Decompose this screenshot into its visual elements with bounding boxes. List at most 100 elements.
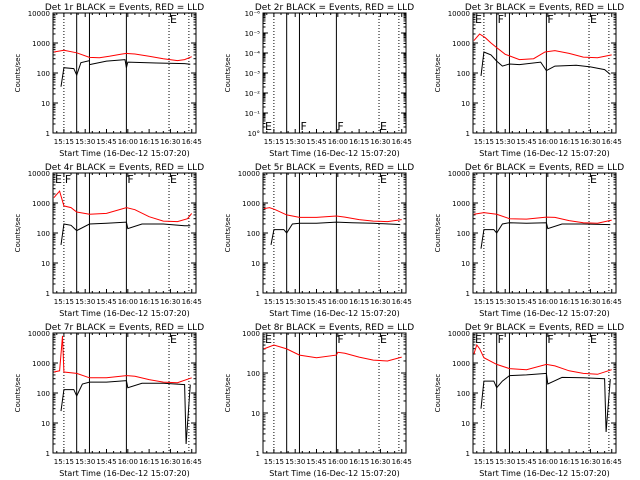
y-tick-label: 100 <box>247 230 260 238</box>
y-tick-label: 1 <box>466 130 470 138</box>
lld-series-line <box>473 212 612 224</box>
marker-label: F <box>337 333 343 346</box>
y-axis-label: Counts/sec <box>14 214 22 253</box>
y-tick-label: 1000 <box>452 40 470 48</box>
y-tick-label: 10000 <box>448 170 470 178</box>
x-tick-label: 15:30 <box>75 458 95 466</box>
x-tick-label: 15:30 <box>495 298 515 306</box>
detector-panel-5: Det 5r BLACK = Events, RED = LLD Start Ti… <box>224 163 414 318</box>
x-tick-label: 16:15 <box>349 138 369 146</box>
detector-panel-6: Det 6r BLACK = Events, RED = LLD Start Ti… <box>434 163 624 318</box>
y-tick-label: 10 <box>461 100 470 108</box>
x-axis-label: Start Time (16-Dec-12 15:07:20) <box>59 469 190 478</box>
y-axis-label: Counts/sec <box>434 374 442 413</box>
plot-frame <box>262 332 407 454</box>
y-tick-label: 10⁻⁶ <box>245 10 261 18</box>
y-axis-label: Counts/sec <box>224 214 232 253</box>
x-tick-label: 15:15 <box>474 458 494 466</box>
plot-frame <box>262 12 407 134</box>
x-tick-label: 15:15 <box>54 458 74 466</box>
x-tick-label: 16:00 <box>118 458 138 466</box>
x-tick-label: 15:45 <box>96 458 116 466</box>
x-tick-label: 16:00 <box>328 138 348 146</box>
x-tick-label: 15:15 <box>264 138 284 146</box>
x-tick-label: 16:30 <box>370 298 390 306</box>
events-series-line <box>60 221 191 245</box>
detector-panel-3: Det 3r BLACK = Events, RED = LLD Start Ti… <box>434 3 624 158</box>
y-tick-label: 1000 <box>242 200 260 208</box>
x-tick-label: 15:15 <box>264 298 284 306</box>
x-tick-label: 16:00 <box>118 298 138 306</box>
y-tick-label: 100 <box>247 370 260 378</box>
x-tick-label: 16:45 <box>602 458 622 466</box>
x-tick-label: 16:15 <box>139 138 159 146</box>
marker-label: E <box>475 13 482 26</box>
plot-frame <box>52 332 197 454</box>
marker-label: F <box>65 173 71 186</box>
marker-label: F <box>337 120 343 133</box>
lld-series-line <box>53 190 193 223</box>
x-tick-label: 15:45 <box>96 138 116 146</box>
lld-series-line <box>473 343 612 375</box>
x-tick-label: 15:30 <box>495 458 515 466</box>
y-axis-label: Counts/sec <box>224 374 232 413</box>
lld-series-line <box>473 33 612 61</box>
panel-title: Det 4r BLACK = Events, RED = LLD <box>45 163 204 173</box>
marker-label: F <box>498 13 504 26</box>
x-tick-label: 16:15 <box>559 298 579 306</box>
marker-label: E <box>170 13 177 26</box>
y-tick-label: 10000 <box>28 170 50 178</box>
y-tick-label: 10000 <box>448 330 470 338</box>
marker-label: E <box>170 173 177 186</box>
x-tick-label: 15:30 <box>75 138 95 146</box>
marker-label: E <box>475 333 482 346</box>
y-tick-label: 1 <box>46 290 50 298</box>
y-tick-label: 10⁻³ <box>245 70 261 78</box>
events-series-line <box>60 380 191 445</box>
events-series-line <box>60 59 191 87</box>
x-tick-label: 15:15 <box>264 458 284 466</box>
x-tick-label: 16:15 <box>349 458 369 466</box>
y-tick-label: 1000 <box>32 40 50 48</box>
x-tick-label: 15:30 <box>285 138 305 146</box>
marker-label: E <box>590 173 597 186</box>
x-tick-label: 15:30 <box>495 138 515 146</box>
y-tick-label: 100 <box>37 390 50 398</box>
y-tick-label: 10000 <box>238 170 260 178</box>
marker-label: E <box>380 333 387 346</box>
y-tick-label: 1 <box>46 130 50 138</box>
x-tick-label: 16:00 <box>118 138 138 146</box>
x-tick-label: 15:45 <box>516 458 536 466</box>
y-tick-label: 100 <box>457 390 470 398</box>
y-axis-label: Counts/sec <box>434 54 442 93</box>
y-tick-label: 10⁻⁵ <box>245 30 261 38</box>
y-axis-label: Counts/sec <box>434 214 442 253</box>
x-tick-label: 16:45 <box>182 298 202 306</box>
x-tick-label: 15:45 <box>516 138 536 146</box>
marker-label: F <box>127 173 133 186</box>
x-axis-label: Start Time (16-Dec-12 15:07:20) <box>59 149 190 158</box>
y-tick-label: 10 <box>41 420 50 428</box>
x-tick-label: 16:45 <box>392 138 412 146</box>
y-tick-label: 10 <box>461 260 470 268</box>
y-tick-label: 1 <box>466 290 470 298</box>
y-tick-label: 1000 <box>452 360 470 368</box>
lld-series-line <box>53 335 192 384</box>
x-tick-label: 15:15 <box>54 138 74 146</box>
x-tick-label: 16:15 <box>139 458 159 466</box>
y-tick-label: 10⁻² <box>245 90 261 98</box>
x-tick-label: 15:15 <box>474 138 494 146</box>
y-tick-label: 10 <box>251 260 260 268</box>
events-series-line <box>480 51 611 76</box>
lld-series-line <box>263 344 402 362</box>
x-tick-label: 15:30 <box>285 298 305 306</box>
panel-title: Det 8r BLACK = Events, RED = LLD <box>255 323 414 333</box>
panel-title: Det 2r BLACK = Events, RED = LLD <box>255 3 414 13</box>
x-tick-label: 16:45 <box>182 138 202 146</box>
x-tick-label: 16:30 <box>580 458 600 466</box>
y-tick-label: 1000 <box>242 330 260 338</box>
y-tick-label: 10 <box>251 410 260 418</box>
y-tick-label: 10⁻¹ <box>245 110 261 118</box>
x-tick-label: 16:30 <box>160 458 180 466</box>
